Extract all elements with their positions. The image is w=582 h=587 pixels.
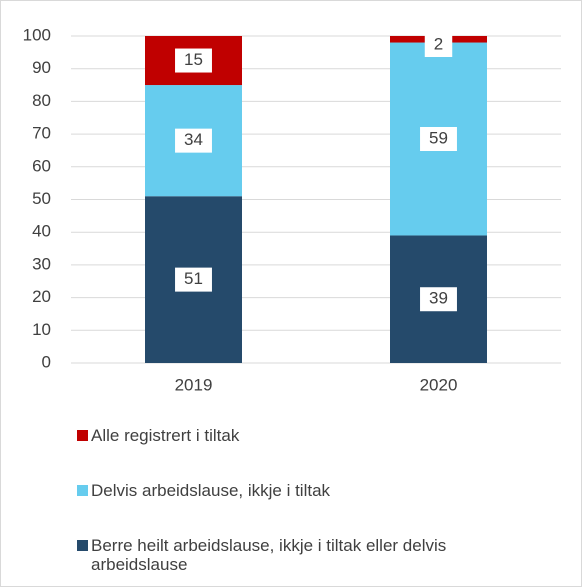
data-label-text: 2 bbox=[434, 34, 443, 53]
data-label: 39 bbox=[420, 287, 457, 312]
x-tick-label: 2019 bbox=[175, 375, 213, 394]
data-label-box bbox=[424, 33, 453, 57]
data-label-box bbox=[175, 267, 212, 292]
data-label-text: 39 bbox=[429, 289, 448, 308]
legend-label: Berre heilt arbeidslause, ikkje i tiltak… bbox=[91, 536, 447, 574]
legend: Alle registrert i tiltak Delvis arbeidsla… bbox=[77, 426, 547, 586]
data-label: 15 bbox=[175, 48, 212, 73]
legend-item: Alle registrert i tiltak bbox=[77, 426, 547, 445]
y-tick-label: 0 bbox=[42, 352, 51, 371]
y-tick-label: 60 bbox=[32, 156, 51, 175]
x-tick-label: 2020 bbox=[420, 375, 458, 394]
data-label-text: 51 bbox=[184, 269, 203, 288]
data-label-box bbox=[420, 287, 457, 312]
data-label: 51 bbox=[175, 267, 212, 292]
y-tick-label: 10 bbox=[32, 320, 51, 339]
data-label-text: 59 bbox=[429, 128, 448, 147]
legend-item: Delvis arbeidslause, ikkje i tiltak bbox=[77, 481, 547, 500]
legend-swatch bbox=[77, 540, 88, 551]
legend-item: Berre heilt arbeidslause, ikkje i tiltak… bbox=[77, 536, 547, 574]
legend-swatch bbox=[77, 485, 88, 496]
y-tick-label: 30 bbox=[32, 254, 51, 273]
chart: 0 10 20 30 40 50 60 70 80 90 100 2019 2020 51 34 15 39 59… bbox=[23, 25, 561, 394]
data-label: 34 bbox=[175, 128, 212, 153]
y-tick-label: 20 bbox=[32, 287, 51, 306]
data-label-text: 15 bbox=[184, 50, 203, 69]
legend-label: Delvis arbeidslause, ikkje i tiltak bbox=[91, 481, 331, 500]
y-tick-label: 100 bbox=[23, 25, 51, 44]
data-label: 2 bbox=[424, 33, 453, 57]
y-tick-label: 90 bbox=[32, 58, 51, 77]
y-tick-label: 70 bbox=[32, 124, 51, 143]
legend-label: Alle registrert i tiltak bbox=[91, 426, 240, 445]
data-label-box bbox=[175, 48, 212, 73]
legend-swatch bbox=[77, 430, 88, 441]
data-label-box bbox=[420, 127, 457, 152]
y-tick-label: 40 bbox=[32, 222, 51, 241]
data-label-box bbox=[175, 128, 212, 153]
data-label: 59 bbox=[420, 127, 457, 152]
y-tick-label: 80 bbox=[32, 91, 51, 110]
data-label-text: 34 bbox=[184, 130, 203, 149]
y-tick-label: 50 bbox=[32, 189, 51, 208]
